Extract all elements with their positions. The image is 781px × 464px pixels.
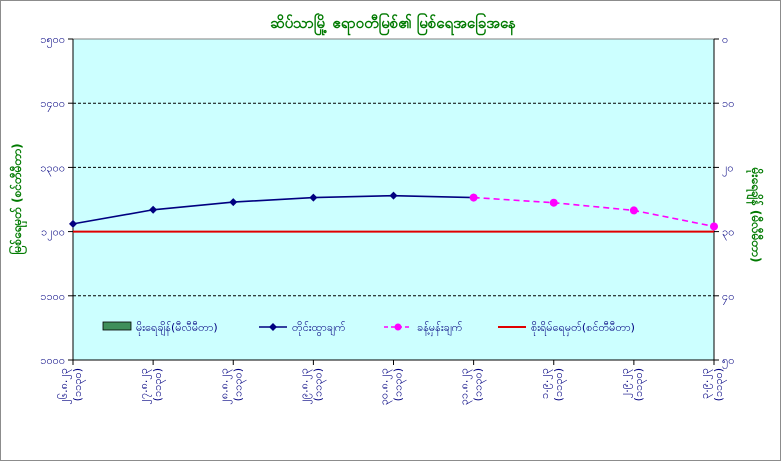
y2-tick-label: ၁၀ (722, 97, 734, 110)
chart-title: ဆိပ်သာမြို့ ဧရာဝတီမြစ်၏ မြစ်ရေအခြေအနေ (270, 12, 516, 36)
forecast-point (710, 222, 718, 231)
x-tick-label: ၃.၉.၂၃ (698, 368, 713, 399)
legend-label: ခန့်မှန်းချက် (417, 321, 463, 336)
forecast-point (469, 193, 478, 202)
forecast-series-line (473, 196, 715, 228)
x-tick-label-sub: (၁၁၃၀) (472, 368, 487, 401)
y-tick-label: ၁၂၀၀ (41, 226, 65, 241)
x-tick-label-sub: (၁၁၃၀) (712, 368, 727, 401)
y2-tick-label: ၀ (722, 33, 728, 46)
y-tick-label: ၁၃၀၀ (40, 161, 65, 176)
y-tick-label: ၁၁၀၀ (40, 290, 65, 303)
legend-marker-forecast (394, 323, 402, 331)
y-tick-label: ၁၀၀၀ (40, 354, 65, 367)
measured-point (309, 193, 318, 202)
x-tick-label-sub: (၁၁၃၀) (392, 368, 407, 401)
legend-swatch-rainfall (102, 321, 132, 331)
legend-label: မိုးရေချိန်(မီလီမီတာ) (136, 321, 218, 336)
y2-tick-label: ၅၀ (722, 354, 734, 369)
x-tick-label-sub: (၁၁၃၀) (151, 368, 166, 401)
legend-marker-measured (269, 323, 277, 331)
y-tick-label: ၁၅၀၀ (40, 33, 65, 48)
x-tick-label-sub: (၁၁၃၀) (552, 368, 567, 401)
x-tick-label: ၂၉.၈.၂၃ (297, 368, 312, 404)
legend: မိုးရေချိန်(မီလီမီတာ) တိုင်းထွာချက် ခန့်မှ… (102, 321, 635, 336)
x-tick-label: ၁.၉.၂၃ (538, 368, 553, 399)
x-tick-label: ၂၈.၈.၂၃ (217, 368, 232, 405)
measured-point (229, 198, 238, 207)
x-tick-label: ၂.၉.၂၃ (618, 368, 633, 398)
y2-tick-label: ၄၀ (722, 290, 734, 305)
x-tick-label: ၃၀.၈.၂၃ (378, 368, 393, 405)
x-tick-label-sub: (၁၁၃၀) (632, 368, 647, 401)
x-tick-label-sub: (၁၁၃၀) (231, 368, 246, 401)
y-axis-label: မြစ်ရေမှတ် (စင်တီမီတာ) (7, 143, 28, 254)
measured-point (69, 219, 77, 228)
legend-label: စိုးရိမ်ရေမှတ်(စင်တီမီတာ) (531, 321, 635, 336)
y2-axis-label: မိုးရေချိန် (မီလီမီတာ) (745, 167, 765, 263)
x-tick-label-sub: (၁၁၃၀) (71, 368, 86, 401)
measured-point (149, 205, 158, 214)
forecast-point (629, 206, 638, 215)
x-tick-label-sub: (၁၁၃၀) (311, 368, 326, 401)
x-tick-label: ၂၆.၈.၂၃ (57, 368, 72, 404)
y2-tick-label: ၃၀ (722, 226, 734, 241)
x-tick-label: ၃၁.၈.၂၃ (458, 368, 473, 405)
measured-point (389, 191, 398, 200)
legend-label: တိုင်းထွာချက် (292, 321, 346, 336)
forecast-point (549, 198, 558, 207)
y2-tick-label: ၂၀ (722, 161, 734, 176)
x-tick-label: ၂၇.၈.၂၃ (137, 368, 152, 404)
y-tick-label: ၁၄၀၀ (40, 97, 65, 112)
measured-series-line (72, 194, 474, 225)
